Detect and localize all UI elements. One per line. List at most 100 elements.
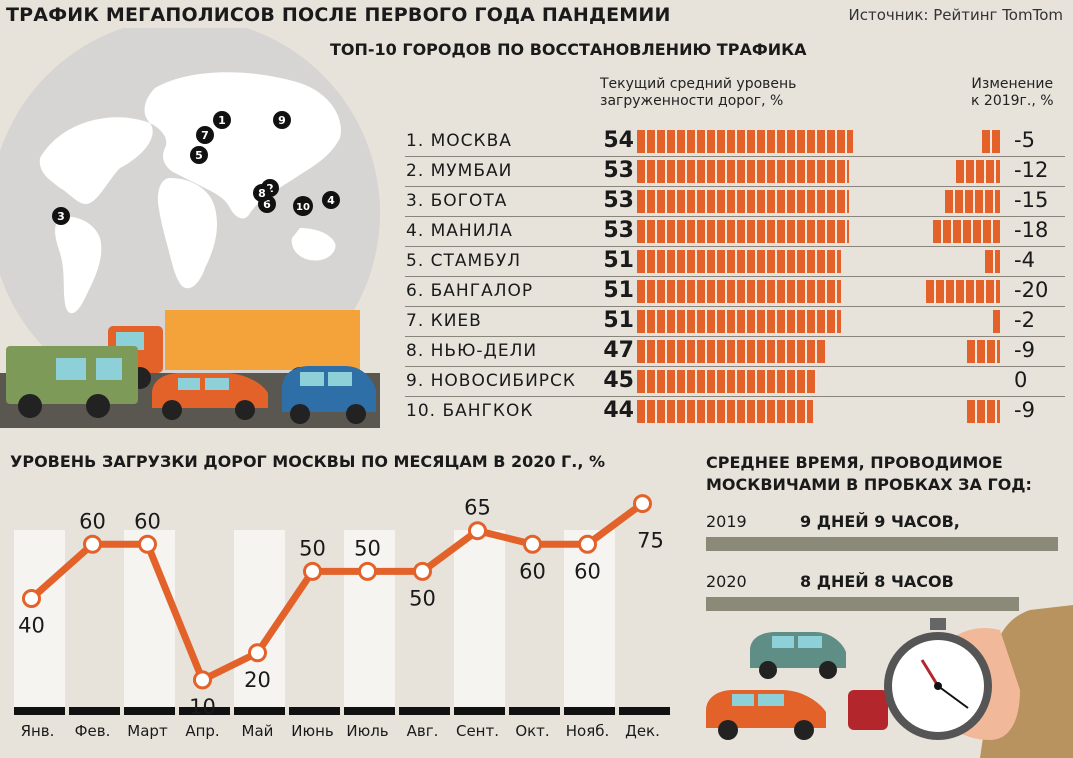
stopwatch-illustration: [706, 605, 1073, 758]
month-tick-label: Авг.: [407, 722, 439, 740]
col-current-line1: Текущий средний уровень: [600, 76, 797, 92]
city-name: 6. БАНГАЛОР: [406, 281, 534, 301]
month-tick-label: Июль: [346, 722, 388, 740]
city-value: 51: [603, 278, 634, 303]
marker-1: [213, 111, 231, 129]
city-change-bar: [944, 190, 1000, 213]
chart-title: УРОВЕНЬ ЗАГРУЗКИ ДОРОГ МОСКВЫ ПО МЕСЯЦАМ…: [10, 452, 606, 471]
marker-9: [273, 111, 291, 129]
city-name: 2. МУМБАИ: [406, 161, 513, 181]
van-illustration: [6, 346, 138, 418]
map-markers: 1 2 3 4 5 6 7 8 9 10: [52, 111, 340, 225]
city-value: 47: [603, 338, 634, 363]
month-axis-segment: [179, 707, 230, 715]
marker-4: [322, 191, 340, 209]
time-2019-value: 9 ДНЕЙ 9 ЧАСОВ,: [800, 512, 960, 531]
month-axis-segment: [234, 707, 285, 715]
row-divider: [405, 336, 1065, 337]
svg-text:6: 6: [263, 198, 271, 211]
data-label: 40: [18, 614, 45, 638]
month-axis-segment: [344, 707, 395, 715]
month-tick-label: Дек.: [625, 722, 660, 740]
month-axis-segment: [564, 707, 615, 715]
data-point: [413, 561, 432, 581]
city-change-value: 0: [1014, 368, 1028, 392]
marker-5: [190, 146, 208, 164]
month-axis-segment: [14, 707, 65, 715]
car-red-illustration: [706, 690, 826, 740]
data-label: 20: [244, 668, 271, 692]
city-change-bar: [966, 340, 1000, 363]
month-tick-label: Окт.: [515, 722, 549, 740]
data-point: [248, 643, 267, 663]
year-2020-label: 2020: [706, 572, 747, 591]
city-change-value: -18: [1014, 218, 1049, 242]
city-change-bar: [981, 130, 1000, 153]
data-point: [633, 494, 652, 514]
time-title-line2: МОСКВИЧАМИ В ПРОБКАХ ЗА ГОД:: [706, 475, 1032, 494]
data-point: [22, 589, 41, 608]
city-name: 1. МОСКВА: [406, 131, 512, 151]
top10-col-change-header: Изменение к 2019г., %: [971, 76, 1054, 110]
data-label: 60: [519, 559, 546, 583]
data-label: 75: [637, 529, 664, 553]
row-divider: [405, 396, 1065, 397]
series-line: [29, 500, 645, 684]
city-value: 45: [603, 368, 634, 393]
data-point: [193, 670, 212, 690]
city-value: 54: [603, 128, 634, 153]
svg-text:8: 8: [258, 187, 266, 200]
month-tick-label: Фев.: [75, 722, 111, 740]
svg-text:10: 10: [296, 202, 310, 213]
city-level-bar: [637, 280, 841, 303]
city-name: 3. БОГОТА: [406, 191, 508, 211]
city-name: 7. КИЕВ: [406, 311, 482, 331]
city-change-value: -4: [1014, 248, 1035, 272]
svg-text:7: 7: [201, 129, 209, 142]
marker-3: [52, 207, 70, 225]
month-column-bg: [124, 530, 175, 707]
month-axis-segment: [509, 707, 560, 715]
data-point: [468, 521, 487, 541]
city-change-value: -5: [1014, 128, 1035, 152]
source-note: Источник: Рейтинг TomTom: [848, 6, 1063, 24]
month-tick-label: Апр.: [185, 722, 219, 740]
city-change-value: -9: [1014, 398, 1035, 422]
svg-text:2: 2: [266, 182, 274, 195]
city-level-bar: [637, 190, 849, 213]
month-column-bg: [14, 530, 65, 707]
city-value: 44: [603, 398, 634, 423]
city-level-bar: [637, 160, 849, 183]
city-change-value: -15: [1014, 188, 1049, 212]
month-axis-segment: [289, 707, 340, 715]
month-tick-label: Янв.: [21, 722, 55, 740]
time-2020-bar: [706, 597, 1019, 611]
month-axis-segment: [454, 707, 505, 715]
data-label: 50: [409, 586, 436, 610]
city-level-bar: [637, 310, 841, 333]
data-label: 60: [134, 509, 161, 533]
city-level-bar: [637, 340, 825, 363]
month-tick-label: Май: [242, 722, 274, 740]
time-2020-value: 8 ДНЕЙ 8 ЧАСОВ: [800, 572, 954, 591]
city-level-bar: [637, 220, 849, 243]
city-change-bar: [992, 310, 1000, 333]
month-tick-label: Июнь: [291, 722, 334, 740]
car-blue-illustration: [282, 366, 376, 424]
city-change-value: -12: [1014, 158, 1049, 182]
data-point: [138, 534, 157, 554]
city-change-bar: [966, 400, 1000, 423]
time-title: СРЕДНЕЕ ВРЕМЯ, ПРОВОДИМОЕ МОСКВИЧАМИ В П…: [706, 452, 1032, 496]
month-column-bg: [454, 530, 505, 707]
time-title-line1: СРЕДНЕЕ ВРЕМЯ, ПРОВОДИМОЕ: [706, 453, 1003, 472]
city-value: 53: [603, 188, 634, 213]
page-title: ТРАФИК МЕГАПОЛИСОВ ПОСЛЕ ПЕРВОГО ГОДА ПА…: [6, 4, 671, 26]
city-change-bar: [955, 160, 1000, 183]
row-divider: [405, 366, 1065, 367]
data-label: 50: [354, 536, 381, 560]
car-dark-red-illustration: [848, 690, 888, 730]
city-name: 5. СТАМБУЛ: [406, 251, 521, 271]
city-change-value: -9: [1014, 338, 1035, 362]
city-level-bar: [637, 400, 813, 423]
data-label: 10: [189, 695, 216, 719]
